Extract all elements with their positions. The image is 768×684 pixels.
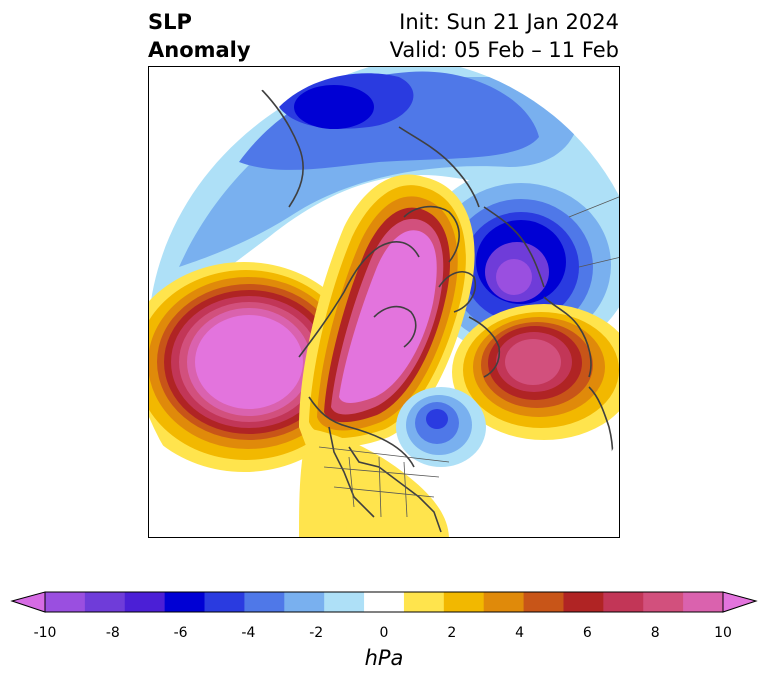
map-canvas bbox=[149, 67, 619, 537]
colorbar-tick-label: -4 bbox=[241, 625, 256, 641]
colorbar-cell bbox=[284, 592, 325, 612]
map-dates: Init: Sun 21 Jan 2024 Valid: 05 Feb – 11… bbox=[390, 8, 619, 64]
colorbar-cell bbox=[364, 592, 405, 612]
high-north-pacific bbox=[149, 262, 366, 472]
colorbar-tick-label: 4 bbox=[515, 625, 525, 641]
colorbar-max-arrow bbox=[722, 591, 758, 613]
colorbar-cell bbox=[84, 592, 126, 612]
anomaly-map bbox=[148, 66, 620, 538]
colorbar-cell bbox=[204, 592, 245, 612]
colorbar-cell bbox=[164, 592, 206, 612]
high-united-states bbox=[299, 427, 449, 537]
colorbar-tick-label: 2 bbox=[447, 625, 457, 641]
coastlines bbox=[258, 86, 615, 533]
colorbar-cell bbox=[643, 592, 684, 612]
colorbar-cell bbox=[483, 592, 525, 612]
colorbar-tick-label: 6 bbox=[582, 625, 592, 641]
colorbar-cell bbox=[603, 592, 644, 612]
colorbar-cell bbox=[563, 592, 604, 612]
colorbar-cell bbox=[523, 592, 564, 612]
high-north-atlantic bbox=[452, 304, 619, 440]
low-labrador-sea bbox=[396, 387, 486, 467]
boundaries bbox=[318, 196, 619, 518]
title-variable: SLP bbox=[148, 10, 192, 34]
colorbar-tick-label: -10 bbox=[33, 625, 57, 641]
colorbar-cell bbox=[45, 592, 86, 612]
colorbar-cell bbox=[443, 592, 485, 612]
colorbar-cell bbox=[403, 592, 445, 612]
colorbar-tick-label: -6 bbox=[173, 625, 188, 641]
high-arctic-greenland bbox=[299, 174, 475, 448]
valid-range: Valid: 05 Feb – 11 Feb bbox=[389, 38, 619, 62]
colorbar-cell bbox=[683, 592, 724, 612]
colorbar-min-arrow bbox=[10, 591, 46, 613]
colorbar-tick-label: 0 bbox=[379, 625, 389, 641]
colorbar-tick-label: 8 bbox=[650, 625, 660, 641]
map-title: SLP Anomaly bbox=[148, 8, 251, 64]
colorbar-cell bbox=[244, 592, 285, 612]
colorbar-unit: hPa bbox=[364, 646, 404, 670]
title-type: Anomaly bbox=[148, 38, 251, 62]
colorbar bbox=[10, 591, 758, 613]
colorbar-cell bbox=[124, 592, 166, 612]
low-siberia bbox=[149, 67, 619, 327]
colorbar-cell bbox=[324, 592, 365, 612]
colorbar-frame bbox=[44, 591, 724, 613]
colorbar-tick-label: -2 bbox=[309, 625, 324, 641]
colorbar-tick-label: -8 bbox=[105, 625, 120, 641]
init-date: Init: Sun 21 Jan 2024 bbox=[399, 10, 619, 34]
colorbar-tick-label: 10 bbox=[714, 625, 732, 641]
